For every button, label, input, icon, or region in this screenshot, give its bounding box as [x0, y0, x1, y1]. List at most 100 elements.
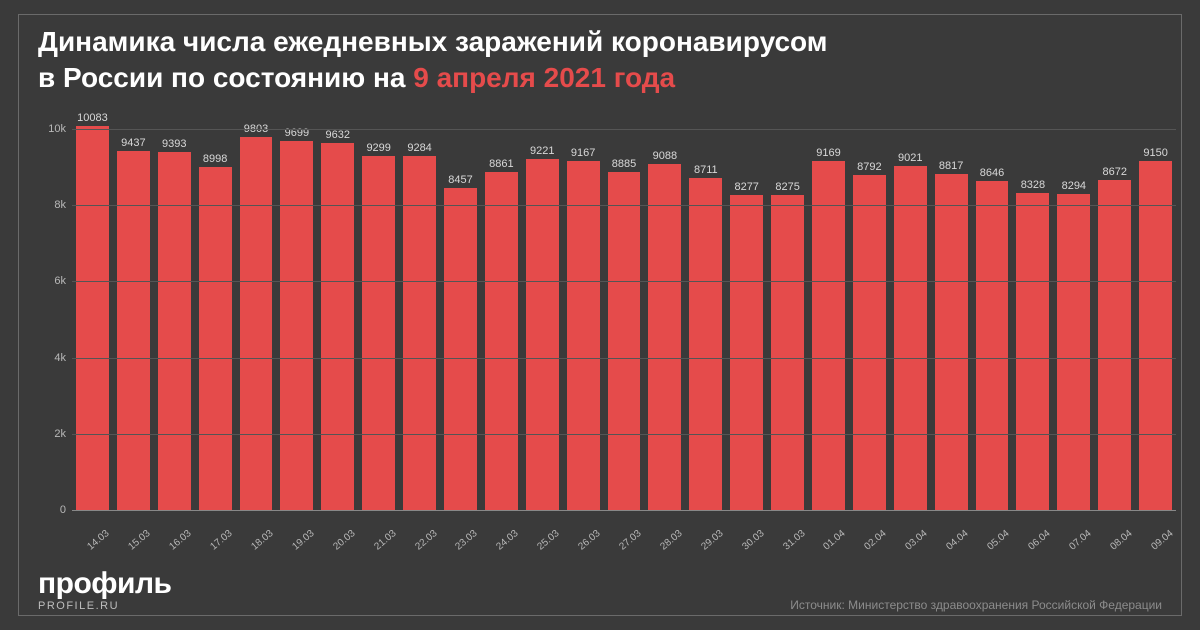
gridline — [72, 510, 1176, 511]
bar — [689, 178, 722, 510]
logo-subtext: PROFILE.RU — [38, 601, 171, 612]
bar-group: 9088 — [648, 150, 681, 510]
gridline — [72, 129, 1176, 130]
bar-value-label: 8275 — [775, 181, 799, 193]
bar-group: 8277 — [730, 181, 763, 510]
bar — [608, 172, 641, 510]
bar-value-label: 9299 — [366, 142, 390, 154]
x-tick: 30.03 — [730, 518, 763, 540]
chart-title: Динамика числа ежедневных заражений коро… — [38, 24, 1158, 96]
y-tick-label: 8k — [38, 199, 66, 211]
x-tick: 03.04 — [894, 518, 927, 540]
bar — [240, 137, 273, 510]
bar-value-label: 8998 — [203, 153, 227, 165]
footer: профиль PROFILE.RU Источник: Министерств… — [38, 572, 1162, 612]
x-tick: 17.03 — [199, 518, 232, 540]
bar-value-label: 9221 — [530, 145, 554, 157]
bar-group: 9167 — [567, 147, 600, 510]
bars-container: 1008394379393899898039699963292999284845… — [72, 110, 1176, 510]
bar-value-label: 8294 — [1062, 180, 1086, 192]
x-tick: 22.03 — [403, 518, 436, 540]
bar — [812, 161, 845, 510]
bar-group: 8861 — [485, 158, 518, 510]
y-tick-label: 2k — [38, 428, 66, 440]
bar-group: 9150 — [1139, 147, 1172, 510]
bar — [853, 175, 886, 510]
bar-value-label: 9393 — [162, 138, 186, 150]
bar-group: 9299 — [362, 142, 395, 510]
bar-value-label: 9167 — [571, 147, 595, 159]
bar-group: 8457 — [444, 174, 477, 510]
bar — [567, 161, 600, 510]
bar-value-label: 8711 — [694, 164, 718, 176]
bar-group: 9803 — [240, 123, 273, 510]
gridline — [72, 358, 1176, 359]
bar — [485, 172, 518, 510]
bar-group: 9437 — [117, 137, 150, 511]
bar-value-label: 10083 — [77, 112, 108, 124]
bar — [321, 143, 354, 510]
bar-value-label: 8861 — [489, 158, 513, 170]
title-line2-pre: в России по состоянию на — [38, 62, 413, 93]
bar — [1098, 180, 1131, 510]
x-axis-labels: 14.0315.0316.0317.0318.0319.0320.0321.03… — [72, 518, 1176, 540]
x-tick: 04.04 — [935, 518, 968, 540]
bar — [403, 156, 436, 510]
bar-group: 9632 — [321, 129, 354, 510]
bar — [648, 164, 681, 510]
bar-value-label: 8885 — [612, 158, 636, 170]
bar-value-label: 9021 — [898, 152, 922, 164]
x-tick: 06.04 — [1016, 518, 1049, 540]
x-tick: 01.04 — [812, 518, 845, 540]
x-tick: 18.03 — [240, 518, 273, 540]
x-tick: 27.03 — [608, 518, 641, 540]
x-tick: 29.03 — [689, 518, 722, 540]
bar — [730, 195, 763, 510]
bar-group: 8328 — [1016, 179, 1049, 510]
bar — [771, 195, 804, 510]
y-tick-label: 0 — [38, 504, 66, 516]
x-tick: 20.03 — [321, 518, 354, 540]
bar-group: 8817 — [935, 160, 968, 510]
bar-group: 8885 — [608, 158, 641, 510]
bar-group: 9393 — [158, 138, 191, 510]
bar — [1016, 193, 1049, 510]
source-attribution: Источник: Министерство здравоохранения Р… — [790, 598, 1162, 612]
plot-area: 1008394379393899898039699963292999284845… — [72, 110, 1176, 510]
gridline — [72, 205, 1176, 206]
bar — [444, 188, 477, 510]
bar-value-label: 9088 — [653, 150, 677, 162]
bar-value-label: 9169 — [816, 147, 840, 159]
bar-value-label: 9284 — [407, 142, 431, 154]
bar-value-label: 8672 — [1102, 166, 1126, 178]
bar-value-label: 9437 — [121, 137, 145, 149]
publisher-logo: профиль PROFILE.RU — [38, 569, 171, 612]
x-tick: 08.04 — [1098, 518, 1131, 540]
bar-value-label: 8457 — [448, 174, 472, 186]
bar-group: 8672 — [1098, 166, 1131, 510]
x-tick: 23.03 — [444, 518, 477, 540]
x-tick: 24.03 — [485, 518, 518, 540]
gridline — [72, 281, 1176, 282]
x-tick: 16.03 — [158, 518, 191, 540]
bar-value-label: 8817 — [939, 160, 963, 172]
bar-chart: 1008394379393899898039699963292999284845… — [38, 110, 1178, 540]
x-tick: 15.03 — [117, 518, 150, 540]
bar-group: 9221 — [526, 145, 559, 510]
x-tick: 02.04 — [853, 518, 886, 540]
bar-group: 8792 — [853, 161, 886, 510]
y-tick-label: 10k — [38, 123, 66, 135]
bar — [976, 181, 1009, 510]
bar-group: 9284 — [403, 142, 436, 510]
bar-value-label: 9150 — [1143, 147, 1167, 159]
bar — [894, 166, 927, 510]
bar — [1139, 161, 1172, 510]
bar-group: 8646 — [976, 167, 1009, 510]
bar-group: 8275 — [771, 181, 804, 510]
x-tick: 05.04 — [976, 518, 1009, 540]
bar — [199, 167, 232, 510]
title-line1: Динамика числа ежедневных заражений коро… — [38, 26, 827, 57]
bar — [526, 159, 559, 510]
y-tick-label: 6k — [38, 275, 66, 287]
bar — [362, 156, 395, 510]
